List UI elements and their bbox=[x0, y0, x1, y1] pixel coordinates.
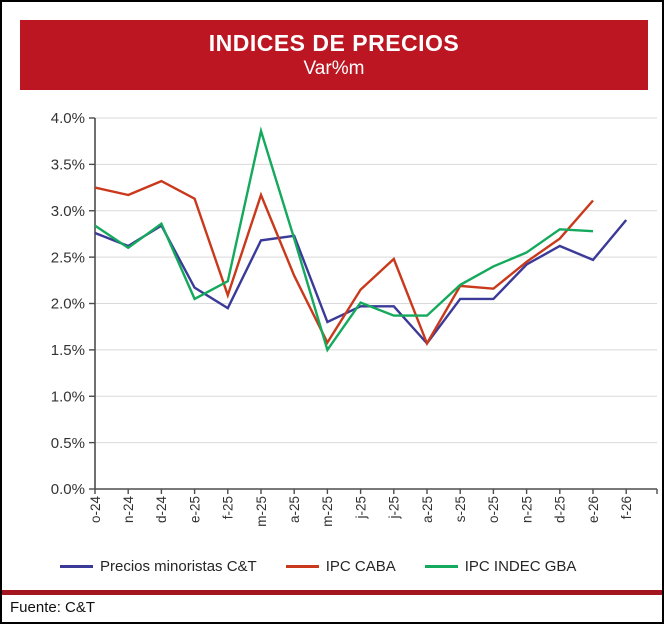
source-divider-rule bbox=[2, 590, 662, 595]
source-text: Fuente: C&T bbox=[10, 599, 96, 616]
x-tick-label: e-26 bbox=[586, 496, 601, 523]
x-tick-label: n-24 bbox=[121, 496, 136, 524]
legend-label: IPC INDEC GBA bbox=[464, 557, 577, 575]
x-tick-label: m-25 bbox=[320, 496, 335, 527]
y-tick-label: 1.0% bbox=[51, 388, 85, 405]
y-tick-label: 2.5% bbox=[51, 249, 85, 266]
x-tick-label: j-25 bbox=[353, 496, 368, 520]
series-line-precios-minoristas-c-t bbox=[94, 219, 628, 346]
x-tick-label: d-24 bbox=[154, 496, 169, 524]
chart-legend: Precios minoristas C&T IPC CABA IPC INDEC … bbox=[60, 553, 576, 579]
x-tick-label: o-25 bbox=[486, 496, 501, 523]
y-tick-label: 3.0% bbox=[51, 203, 85, 220]
y-tick-label: 3.5% bbox=[51, 157, 85, 174]
legend-label: IPC CABA bbox=[325, 557, 396, 575]
legend-line-swatch bbox=[424, 564, 458, 568]
x-tick-label: a-25 bbox=[420, 496, 435, 523]
x-tick-label: n-25 bbox=[519, 496, 534, 523]
x-tick-label: s-25 bbox=[453, 496, 468, 522]
y-tick-label: 2.0% bbox=[51, 296, 85, 313]
y-tick-label: 4.0% bbox=[51, 110, 85, 127]
x-tick-label: f-25 bbox=[221, 496, 236, 519]
x-tick-label: o-24 bbox=[88, 496, 103, 524]
legend-item: IPC CABA bbox=[285, 557, 396, 575]
x-tick-label: d-25 bbox=[553, 496, 568, 523]
legend-item: Precios minoristas C&T bbox=[60, 558, 257, 575]
chart-title: INDICES DE PRECIOS bbox=[208, 29, 460, 56]
x-tick-label: f-26 bbox=[619, 496, 634, 519]
y-tick-label: 0.0% bbox=[51, 481, 85, 498]
legend-label: Precios minoristas C&T bbox=[100, 557, 257, 575]
chart-subtitle: Var%m bbox=[303, 58, 365, 80]
x-tick-label: m-25 bbox=[254, 496, 269, 527]
y-tick-label: 1.5% bbox=[51, 342, 85, 359]
legend-line-swatch bbox=[60, 564, 93, 568]
series-line-ipc-caba bbox=[94, 179, 594, 347]
x-tick-label: a-25 bbox=[287, 496, 302, 523]
x-tick-label: e-25 bbox=[187, 496, 202, 523]
legend-item: IPC INDEC GBA bbox=[424, 557, 577, 575]
legend-line-swatch bbox=[285, 564, 319, 568]
y-tick-label: 0.5% bbox=[51, 435, 85, 452]
chart-title-banner: INDICES DE PRECIOS Var%m bbox=[20, 20, 648, 90]
x-tick-label: j-25 bbox=[387, 496, 402, 520]
series-line-ipc-indec-gba bbox=[94, 126, 594, 353]
